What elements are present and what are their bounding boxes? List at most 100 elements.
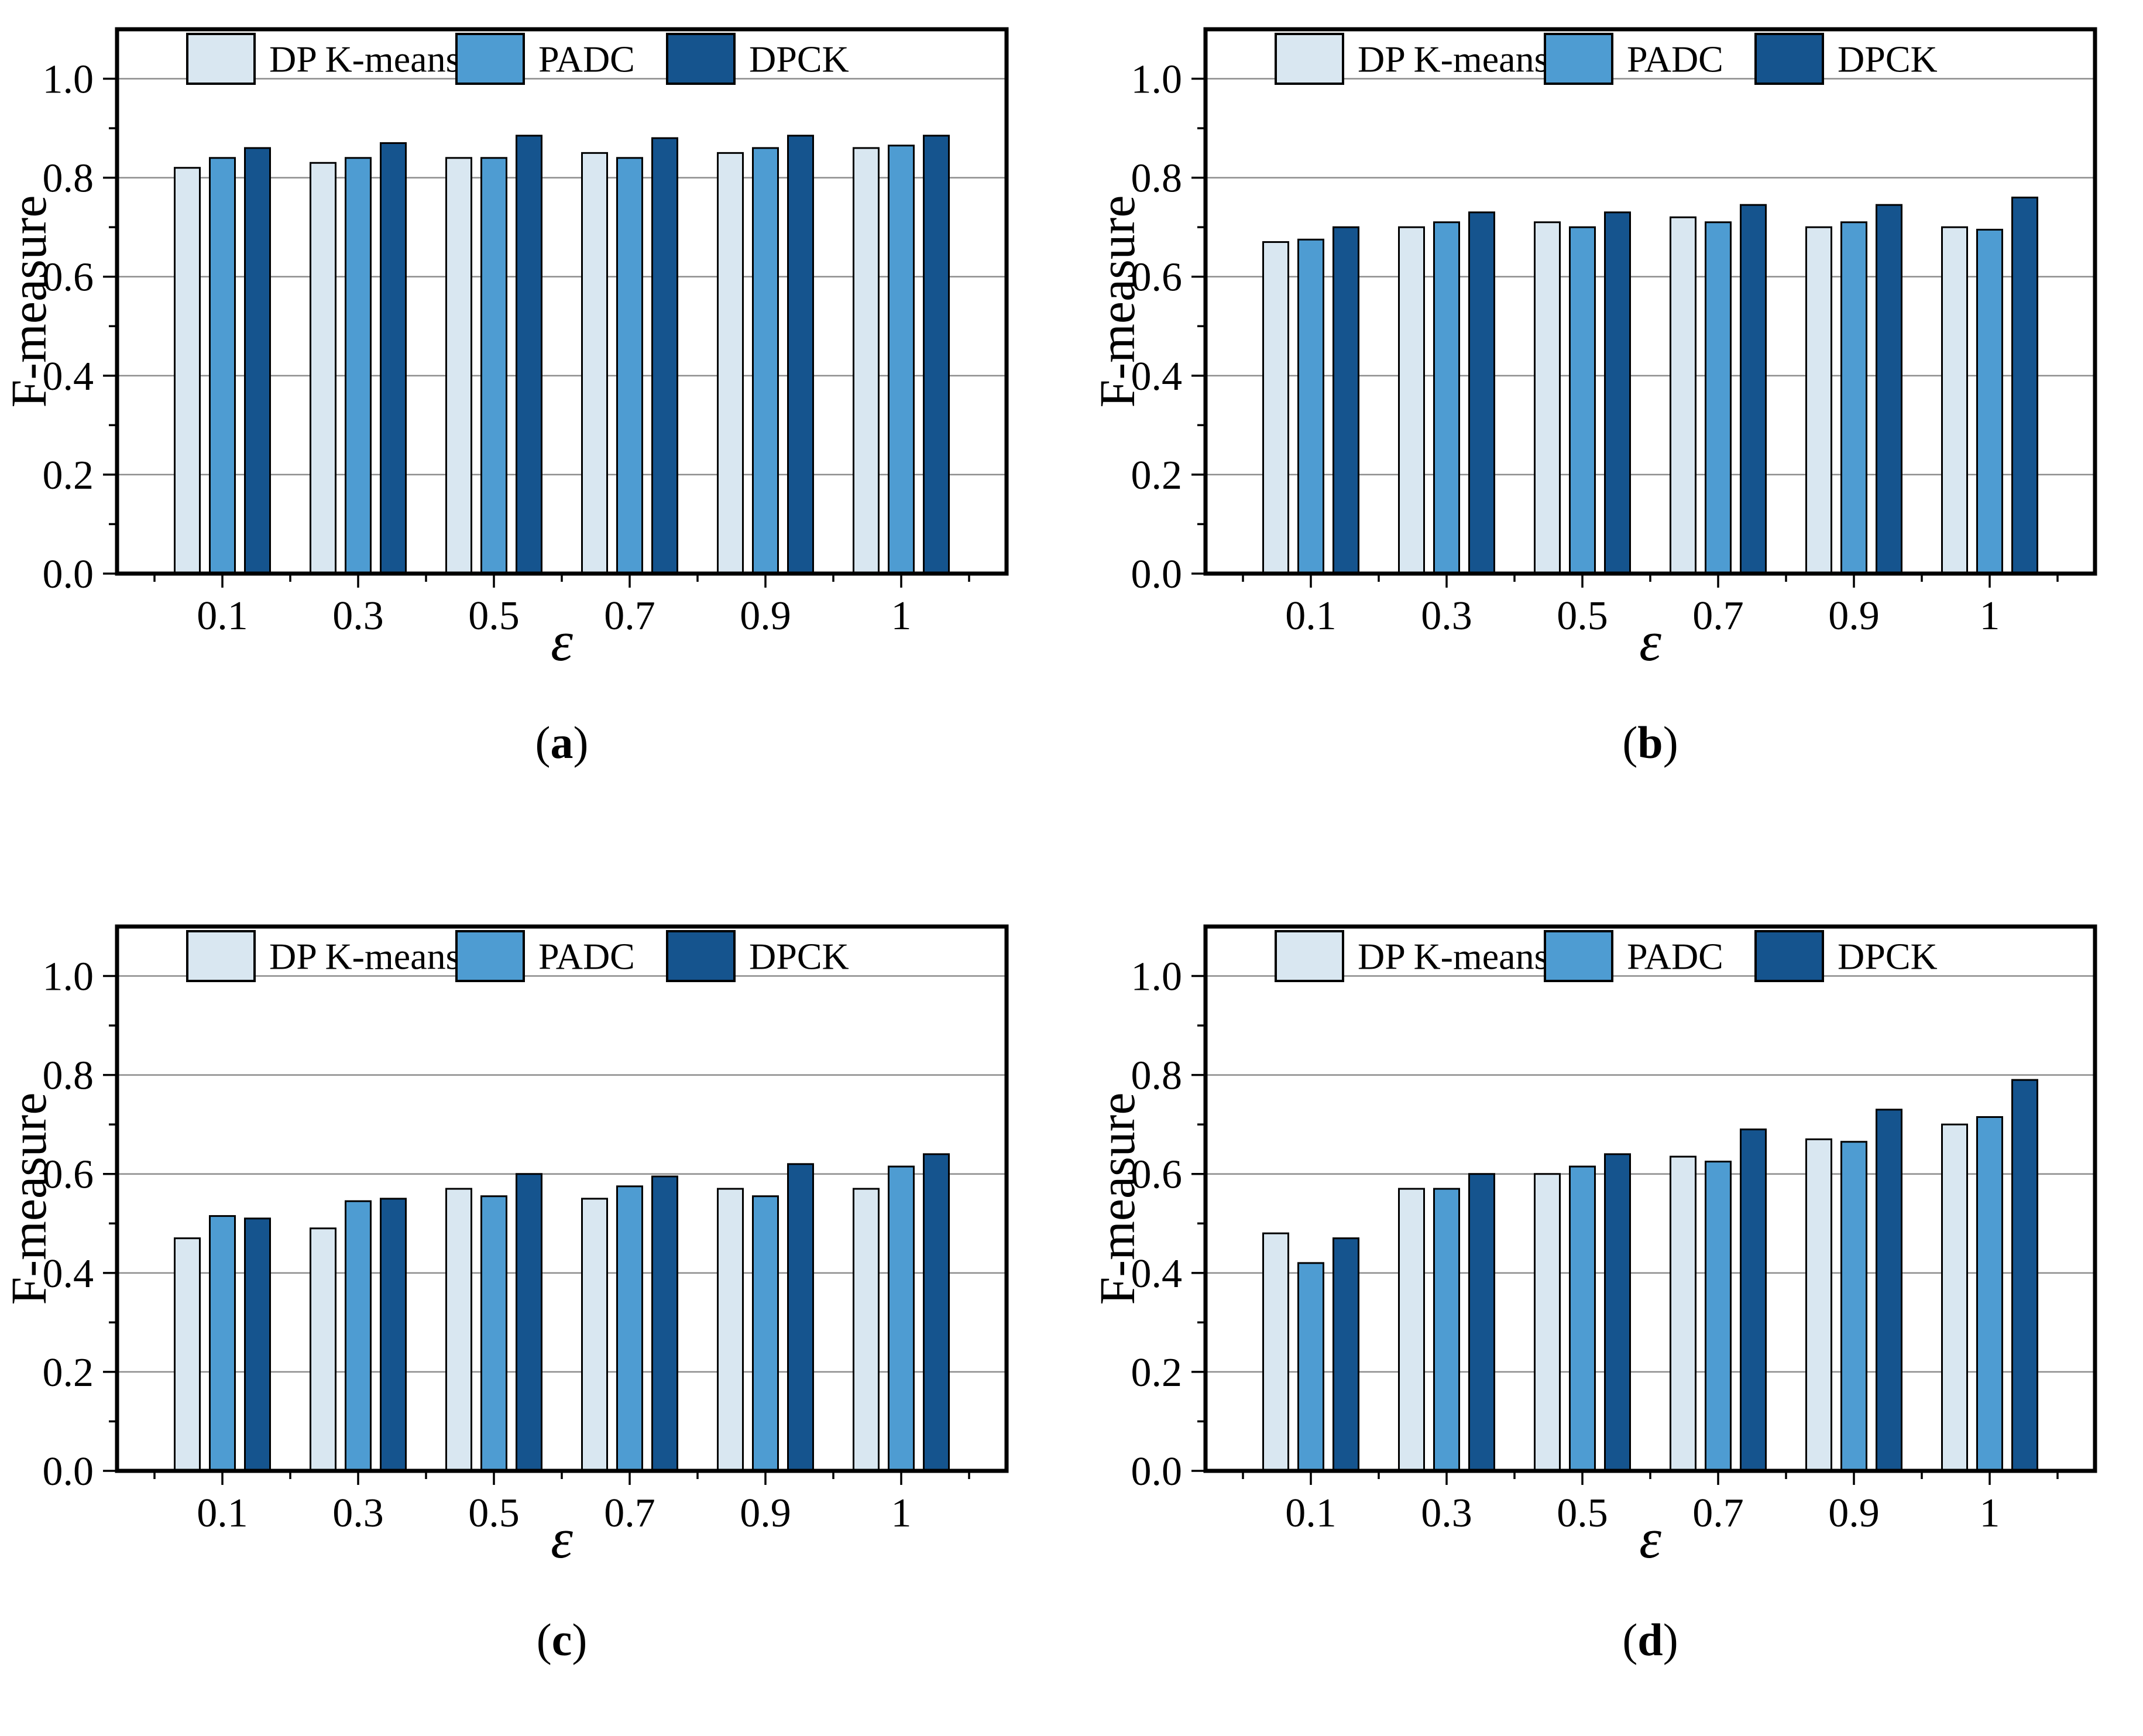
caption-paren-close: ) bbox=[1663, 1614, 1678, 1665]
bar-dpck-eps-0.3 bbox=[1468, 1173, 1495, 1472]
bar-dpck-eps-0.7 bbox=[651, 1175, 678, 1472]
bar-dp-k-means-eps-0.1 bbox=[1262, 1232, 1289, 1472]
panel-b: 0.0 0.2 0.4 0.6 0.8 1.0 0.1 0.3 0.5 0.7 0.9 1 F-meas… bbox=[1100, 0, 2143, 839]
bar-dpck-eps-0.5 bbox=[516, 1173, 542, 1472]
x-tick-label: 1 bbox=[891, 593, 912, 639]
bar-padc-eps-0.5 bbox=[480, 1195, 507, 1472]
y-tick-label: 0.8 bbox=[1131, 156, 1183, 201]
bar-padc-eps-0.5 bbox=[1569, 1165, 1596, 1472]
chart-b: 0.0 0.2 0.4 0.6 0.8 1.0 0.1 0.3 0.5 0.7 0.9 1 F-meas… bbox=[1100, 27, 2097, 673]
bar-dp-k-means-eps-1 bbox=[1941, 226, 1968, 575]
bar-padc-eps-0.9 bbox=[1840, 1141, 1867, 1472]
x-tick-label: 0.5 bbox=[468, 1491, 520, 1536]
axis-ticks bbox=[1191, 975, 2059, 1485]
legend-label-dpck: DPCK bbox=[749, 936, 849, 977]
axis-ticks bbox=[103, 975, 970, 1485]
bar-dpck-eps-0.9 bbox=[1876, 1109, 1902, 1472]
y-tick-label: 0.6 bbox=[1131, 1152, 1183, 1198]
bar-padc-eps-0.3 bbox=[1433, 1188, 1460, 1472]
caption-c: (c) bbox=[12, 1617, 1112, 1663]
bar-dp-k-means-eps-0.7 bbox=[581, 1198, 608, 1472]
bar-dp-k-means-eps-0.9 bbox=[717, 152, 744, 575]
caption-a: (a) bbox=[12, 720, 1112, 766]
chart-d: 0.0 0.2 0.4 0.6 0.8 1.0 0.1 0.3 0.5 0.7 0.9 1 F-meas… bbox=[1100, 924, 2097, 1570]
y-axis-label: F-measure bbox=[1100, 195, 1145, 408]
bar-dpck-eps-1 bbox=[2011, 1079, 2038, 1472]
caption-letter-d: d bbox=[1637, 1614, 1663, 1665]
x-tick-label: 0.3 bbox=[1421, 1491, 1472, 1536]
y-tick-label: 0.4 bbox=[1131, 354, 1183, 399]
legend-label-padc: PADC bbox=[1627, 39, 1723, 80]
y-tick-label: 1.0 bbox=[1131, 57, 1183, 102]
x-tick-label: 0.3 bbox=[332, 1491, 384, 1536]
y-tick-label: 0.2 bbox=[43, 453, 94, 498]
caption-paren-open: ( bbox=[536, 1614, 552, 1665]
bar-dp-k-means-eps-0.1 bbox=[174, 1237, 201, 1472]
bar-dp-k-means-eps-1 bbox=[853, 1188, 880, 1472]
caption-paren-open: ( bbox=[1622, 717, 1638, 768]
caption-d: (d) bbox=[1100, 1617, 2143, 1663]
legend-swatch-padc bbox=[455, 33, 525, 85]
bar-dp-k-means-eps-0.9 bbox=[1805, 1138, 1832, 1472]
panel-d: 0.0 0.2 0.4 0.6 0.8 1.0 0.1 0.3 0.5 0.7 0.9 1 F-meas… bbox=[1100, 897, 2143, 1736]
bar-padc-eps-1 bbox=[1976, 1116, 2003, 1472]
y-axis-label: F-measure bbox=[12, 195, 57, 408]
x-tick-label: 0.3 bbox=[1421, 593, 1472, 639]
legend: DP K-means PADC DPCK bbox=[1275, 930, 1938, 982]
bar-padc-eps-0.7 bbox=[616, 1185, 643, 1472]
bar-dp-k-means-eps-0.7 bbox=[581, 152, 608, 575]
y-tick-label: 0.6 bbox=[43, 1152, 94, 1198]
legend-label-padc: PADC bbox=[538, 936, 635, 977]
bar-dp-k-means-eps-1 bbox=[853, 147, 880, 575]
caption-b: (b) bbox=[1100, 720, 2143, 766]
x-tick-label: 0.5 bbox=[1557, 593, 1608, 639]
bar-dpck-eps-0.5 bbox=[1604, 211, 1631, 575]
bar-dpck-eps-1 bbox=[2011, 196, 2038, 575]
x-tick-label: 0.7 bbox=[604, 1491, 655, 1536]
x-tick-label: 0.5 bbox=[468, 593, 520, 639]
y-tick-label: 0.4 bbox=[1131, 1251, 1183, 1296]
bar-dpck-eps-0.3 bbox=[380, 1198, 407, 1472]
bar-dp-k-means-eps-0.3 bbox=[1398, 226, 1425, 575]
x-tick-label: 1 bbox=[891, 1491, 912, 1536]
y-tick-label: 0.2 bbox=[1131, 1350, 1183, 1395]
caption-paren-open: ( bbox=[1622, 1614, 1638, 1665]
x-tick-label: 0.1 bbox=[1285, 1491, 1337, 1536]
bar-padc-eps-0.1 bbox=[1297, 238, 1324, 575]
bars bbox=[1262, 1079, 2038, 1472]
bar-padc-eps-0.7 bbox=[616, 157, 643, 575]
y-tick-label: 0.0 bbox=[1131, 552, 1183, 597]
bar-dp-k-means-eps-0.5 bbox=[445, 157, 472, 575]
bar-dp-k-means-eps-0.3 bbox=[1398, 1188, 1425, 1472]
bar-dp-k-means-eps-0.5 bbox=[445, 1188, 472, 1472]
y-tick-label: 0.6 bbox=[1131, 255, 1183, 300]
bar-padc-eps-0.5 bbox=[480, 157, 507, 575]
x-tick-label: 1 bbox=[1980, 1491, 2000, 1536]
bar-dp-k-means-eps-0.1 bbox=[174, 167, 201, 575]
y-tick-label: 0.0 bbox=[1131, 1449, 1183, 1494]
legend: DP K-means PADC DPCK bbox=[1275, 33, 1938, 85]
bar-dp-k-means-eps-0.5 bbox=[1534, 1173, 1561, 1472]
x-tick-label: 0.7 bbox=[1692, 593, 1744, 639]
y-tick-label: 0.8 bbox=[43, 1054, 94, 1099]
caption-letter-a: a bbox=[550, 717, 573, 768]
chart-c: 0.0 0.2 0.4 0.6 0.8 1.0 0.1 0.3 0.5 0.7 0.9 1 F-meas… bbox=[12, 924, 1009, 1570]
y-tick-label: 0.4 bbox=[43, 1251, 94, 1296]
bar-dpck-eps-0.1 bbox=[244, 147, 271, 575]
bar-dpck-eps-0.1 bbox=[1332, 226, 1359, 575]
y-tick-label: 0.0 bbox=[43, 1449, 94, 1494]
x-axis-label: ε bbox=[1639, 610, 1661, 673]
bar-dpck-eps-0.5 bbox=[516, 135, 542, 575]
bar-dpck-eps-0.3 bbox=[380, 142, 407, 575]
legend-label-dpck: DPCK bbox=[1838, 39, 1938, 80]
y-tick-label: 0.2 bbox=[1131, 453, 1183, 498]
legend-label-dpck: DPCK bbox=[1838, 936, 1938, 977]
legend: DP K-means PADC DPCK bbox=[186, 33, 849, 85]
bar-dpck-eps-0.7 bbox=[1740, 1128, 1767, 1472]
panel-a: 0.0 0.2 0.4 0.6 0.8 1.0 0.1 0.3 0.5 0.7 0.9 1 F-meas… bbox=[12, 0, 1059, 839]
x-tick-label: 1 bbox=[1980, 593, 2000, 639]
bar-padc-eps-0.1 bbox=[209, 1215, 236, 1472]
y-tick-label: 0.2 bbox=[43, 1350, 94, 1395]
legend-swatch-dp-k-means bbox=[186, 930, 256, 982]
bar-dp-k-means-eps-0.9 bbox=[1805, 226, 1832, 575]
